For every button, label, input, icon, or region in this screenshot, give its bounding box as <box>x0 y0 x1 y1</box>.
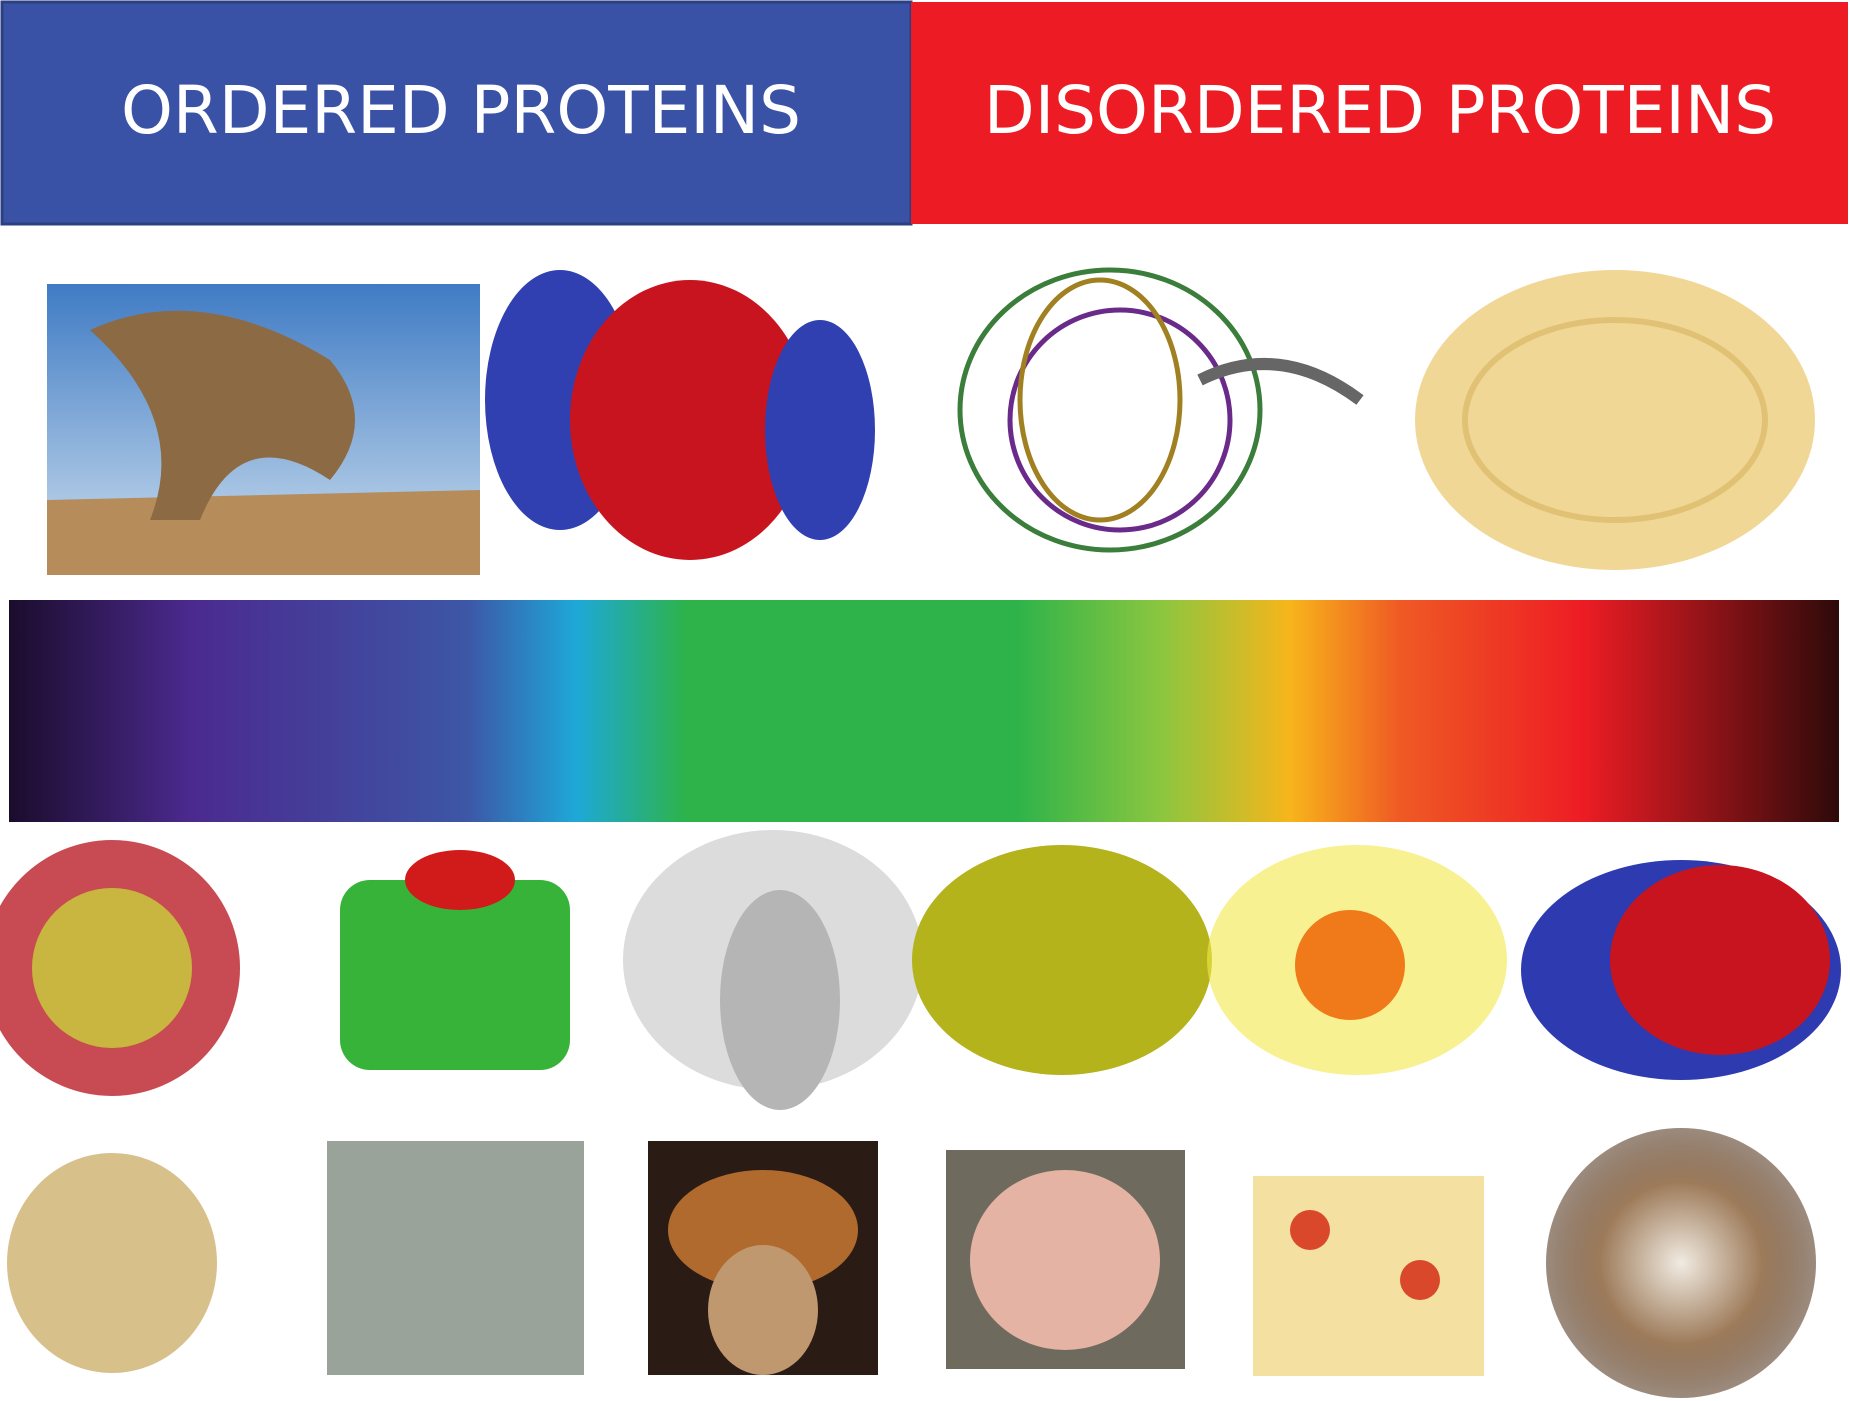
disordered-header-box <box>911 2 1848 224</box>
ordered-title: ORDERED PROTEINS <box>121 72 801 149</box>
partially-disordered-protein <box>623 830 923 1110</box>
disordered-ensemble <box>1207 845 1507 1075</box>
disordered-tangle <box>957 267 1364 553</box>
alpaca-photo <box>648 1141 878 1375</box>
meat-photo <box>946 1150 1185 1369</box>
colored-ensemble <box>1521 860 1841 1080</box>
crystal-photo <box>7 1153 217 1373</box>
spaghetti-photo <box>1415 270 1815 570</box>
boulder-photo <box>327 1141 584 1375</box>
rock-arch-photo <box>47 284 480 575</box>
ordered-complex <box>0 840 240 1096</box>
yellow-tangle <box>912 845 1212 1075</box>
helical-protein <box>340 850 570 1070</box>
disorder-spectrum <box>9 600 1839 822</box>
ordered-protein-structure <box>485 270 875 560</box>
fur-ball-photo <box>1546 1128 1816 1398</box>
disordered-title: DISORDERED PROTEINS <box>984 72 1776 149</box>
ordered-header-box <box>0 0 913 226</box>
spaghetti-sausage-photo <box>1253 1176 1484 1376</box>
